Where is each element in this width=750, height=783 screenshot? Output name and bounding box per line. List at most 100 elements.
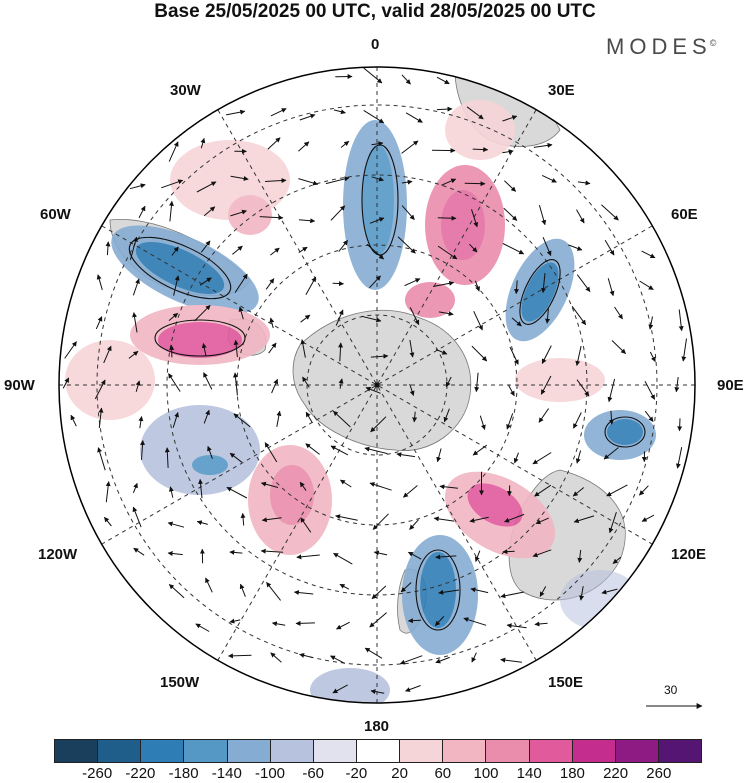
wind-vector-arrow [64,341,77,359]
colorbar-swatch [658,740,702,762]
colorbar-tick-label: 100 [473,765,499,782]
wind-vector-arrow [542,237,552,257]
neg-anomaly-110w [140,405,260,495]
wind-vector-arrow [196,520,208,526]
colorbar-tick-label: -180 [168,765,199,782]
wind-vector-arrow [364,446,388,455]
wind-vector-arrow [576,379,590,397]
colorbar-swatch [572,740,616,762]
wind-vector-arrow [333,410,351,428]
wind-vector-arrow [603,447,619,460]
wind-vector-arrow [205,577,213,593]
wind-vector-arrow [167,521,185,528]
wind-vector-arrow [305,443,320,455]
wind-vector-arrow [404,278,421,287]
wind-vector-arrow [270,652,282,663]
wind-vector-arrow [232,372,238,396]
wind-vector-arrow [138,205,146,219]
wind-vector-arrow [369,612,387,628]
wind-vector-arrow [405,112,423,123]
wind-vector-arrow [276,410,282,427]
wind-vector-arrow [370,416,387,433]
map-title: Base 25/05/2025 00 UTC, valid 28/05/2025… [154,1,596,22]
wind-vector-arrow [369,275,381,289]
colorbar-swatch [141,740,185,762]
wind-vector-arrow [371,176,384,182]
wind-vector-arrow [576,274,591,292]
wind-vector-arrow [333,552,353,565]
wind-vector-arrow [435,554,457,560]
wind-vector-arrow [260,548,284,554]
wind-vector-arrow [201,343,207,356]
wind-vector-arrow [132,506,142,528]
wind-vector-arrow [230,209,247,217]
wind-vector-arrow [128,350,139,359]
wind-vector-arrow [339,583,350,590]
wind-vector-arrow [509,346,519,365]
wind-vector-arrow [681,338,687,362]
wind-vector-arrow [534,621,548,627]
wind-vector-arrow [133,547,145,556]
colorbar-swatch [184,740,228,762]
colorbar-tick-label: 220 [603,765,629,782]
brand-mark: © [709,38,717,48]
wind-vector-arrow [539,586,547,597]
wind-vector-arrow [330,205,346,221]
wind-vector-arrow [401,140,419,154]
wind-vector-arrow [577,549,583,563]
lon-label-30e: 30E [548,82,575,99]
wind-vector-arrow [504,513,525,523]
wind-vector-arrow [335,309,344,326]
wind-vector-arrow [407,618,422,624]
wind-vector-arrow [502,243,525,255]
wind-vector-arrow [644,380,656,400]
wind-vector-arrow [238,306,244,320]
colorbar-tick-label: 260 [646,765,672,782]
wind-vector-arrow [339,479,352,488]
wind-vector-arrow [514,280,520,295]
wind-vector-arrow [445,376,452,388]
wind-vector-arrow [438,589,460,595]
wind-vector-arrow [168,200,174,222]
reference-vector [646,703,703,709]
wind-vector-arrow [473,310,483,331]
wind-vector-arrow [296,554,320,560]
wind-vector-arrow [532,549,552,558]
wind-vector-arrow [363,67,383,84]
wind-vector-arrow [469,516,489,523]
lon-label-150w: 150W [160,674,200,691]
wind-vector-arrow [532,452,552,465]
wind-vector-arrow [267,137,281,150]
wind-vector-arrow [573,412,582,429]
wind-vector-arrow [300,517,312,533]
wind-vector-arrow [300,314,311,323]
wind-vector-arrow [372,513,389,530]
colorbar-swatch [98,740,142,762]
wind-vector-arrow [575,450,582,464]
wind-vector-arrow [298,246,308,254]
wind-vector-arrow [369,217,385,224]
wind-vector-arrow [677,418,683,432]
wind-vector-arrow [70,414,77,427]
wind-vector-arrow [474,280,481,292]
wind-vector-arrow [409,383,415,396]
wind-vector-arrow [471,209,479,228]
wind-vector-arrow [234,273,248,293]
wind-vector-arrow [229,549,243,555]
wind-vector-arrow [298,218,316,224]
wind-vector-arrow [439,484,458,490]
wind-vector-arrow [207,445,213,459]
colorbar-tick-label: 20 [391,765,408,782]
wind-vector-arrow [469,243,478,253]
circulation-contours [128,144,646,631]
wind-vector-arrow [164,447,170,468]
wind-vector-arrow [437,245,458,260]
wind-vector-arrow [132,312,138,333]
colorbar-tick-label: -260 [82,765,113,782]
wind-vector-arrow [573,515,595,524]
wind-vector-arrow [198,478,204,499]
colorbar-swatch [486,740,530,762]
wind-vector-arrow [611,340,626,354]
wind-vector-arrow [436,76,450,85]
wind-vector-arrow [502,549,515,555]
